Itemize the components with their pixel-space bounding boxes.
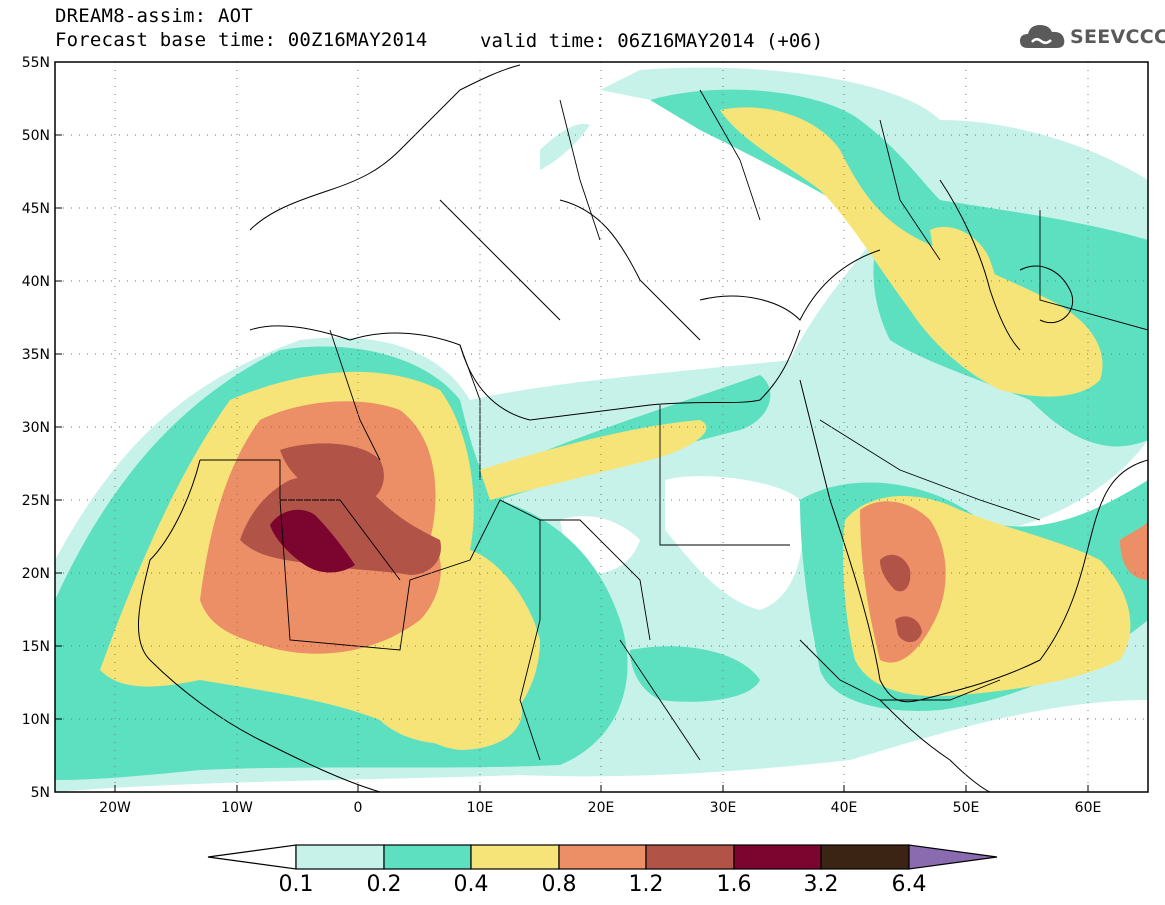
colorbar-bin — [558, 844, 647, 870]
lat-label: 20N — [22, 566, 50, 582]
colorbar-label: 3.2 — [803, 872, 839, 897]
colorbar-bin — [645, 844, 735, 870]
colorbar-label: 0.8 — [541, 872, 577, 897]
lon-label: 20W — [99, 800, 131, 816]
lon-label: 60E — [1075, 800, 1102, 816]
colorbar-bin — [470, 844, 560, 870]
lon-labels: 20W 10W 0 10E 20E 30E 40E 50E 60E — [99, 800, 1101, 816]
colorbar-under-triangle — [207, 844, 297, 870]
lat-label: 45N — [22, 201, 50, 217]
lon-label: 0 — [354, 800, 363, 816]
lat-label: 55N — [22, 55, 50, 71]
colorbar-label: 0.2 — [366, 872, 402, 897]
colorbar-label: 0.1 — [278, 872, 314, 897]
logo-text: SEEVCCC — [1070, 26, 1165, 48]
lat-label: 25N — [22, 493, 50, 509]
lon-label: 10E — [467, 800, 494, 816]
colorbar-label: 0.4 — [453, 872, 489, 897]
lat-label: 40N — [22, 274, 50, 290]
colorbar-label: 1.6 — [716, 872, 752, 897]
colorbar-bin — [733, 844, 822, 870]
colorbar-bin — [820, 844, 910, 870]
country-borders — [200, 89, 1148, 761]
lat-label: 15N — [22, 639, 50, 655]
lon-label: 50E — [953, 800, 980, 816]
contour-1-6 — [270, 509, 355, 573]
lat-labels: 55N 50N 45N 40N 35N 30N 25N 20N 15N 10N … — [22, 55, 50, 801]
axis-ticks — [55, 134, 1089, 792]
lat-label: 35N — [22, 347, 50, 363]
aot-contours — [55, 67, 1148, 792]
lat-label: 5N — [31, 785, 50, 801]
seevccc-logo: SEEVCCC — [1018, 20, 1165, 60]
colorbar-label: 6.4 — [891, 872, 927, 897]
coastlines — [138, 64, 1148, 792]
map-title: DREAM8-assim: AOT — [55, 5, 253, 27]
colorbar-label: 1.2 — [628, 872, 664, 897]
valid-time: valid time: 06Z16MAY2014 (+06) — [480, 30, 824, 52]
lon-label: 20E — [588, 800, 615, 816]
grid-lines — [55, 62, 1148, 792]
lon-label: 40E — [831, 800, 858, 816]
forecast-base-time: Forecast base time: 00Z16MAY2014 — [55, 29, 428, 51]
colorbar-bin — [295, 844, 385, 870]
lon-label: 30E — [710, 800, 737, 816]
colorbar — [207, 844, 998, 870]
lon-label: 10W — [221, 800, 253, 816]
colorbar-bin — [383, 844, 472, 870]
colorbar-over-triangle — [908, 844, 998, 870]
lat-label: 50N — [22, 128, 50, 144]
cloud-icon — [1020, 25, 1065, 48]
lat-label: 30N — [22, 420, 50, 436]
lat-label: 10N — [22, 712, 50, 728]
